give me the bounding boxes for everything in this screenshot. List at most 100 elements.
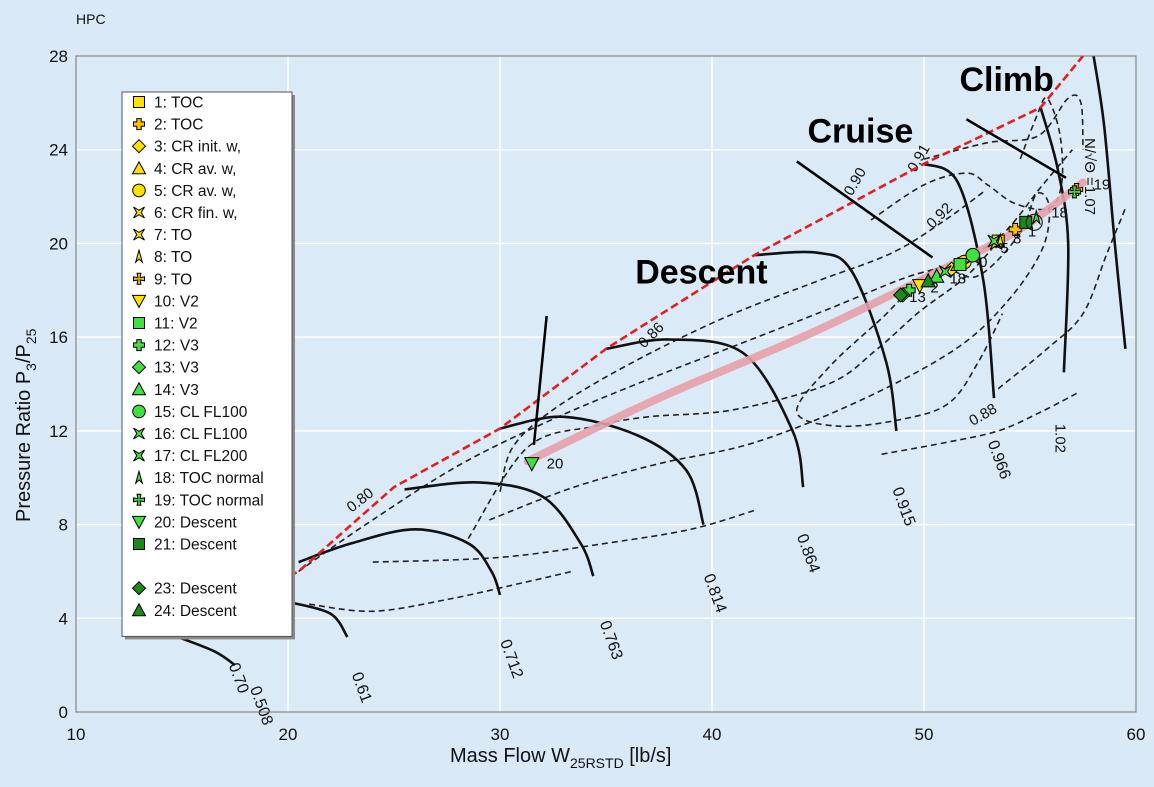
annotation-pointer-line bbox=[532, 315, 548, 446]
legend-item-label: 24: Descent bbox=[154, 603, 237, 620]
legend-marker bbox=[131, 515, 147, 530]
point-label: 2 bbox=[930, 280, 938, 297]
annotation-climb: Climb bbox=[959, 61, 1053, 99]
legend-item-label: 15: CL FL100 bbox=[154, 404, 248, 421]
operating-point-20 bbox=[523, 457, 540, 472]
y-tick-label: 4 bbox=[59, 609, 68, 628]
legend-marker bbox=[131, 160, 147, 175]
point-label: 13 bbox=[909, 289, 926, 306]
y-axis-label: Pressure Ratio P3/P25 bbox=[13, 328, 39, 522]
legend-item-label: 10: V2 bbox=[154, 293, 199, 310]
legend-marker bbox=[131, 294, 147, 309]
speed-line bbox=[287, 600, 349, 638]
legend-item-label: 7: TO bbox=[154, 227, 192, 244]
efficiency-label: 1.02 bbox=[1051, 424, 1068, 453]
plot-frame bbox=[75, 55, 1137, 713]
point-label: 19 bbox=[1094, 177, 1111, 194]
efficiency-contour bbox=[997, 207, 1127, 390]
open-circle-marker bbox=[1025, 213, 1043, 231]
legend-item-label: 4: CR av. w, bbox=[154, 161, 236, 178]
y-tick-label: 28 bbox=[49, 47, 68, 66]
legend-marker bbox=[134, 469, 144, 485]
legend-marker bbox=[133, 317, 145, 329]
operating-point-18 bbox=[1031, 208, 1041, 226]
x-tick-label: 10 bbox=[67, 725, 86, 744]
efficiency-contour bbox=[309, 570, 573, 613]
x-axis-label-main: Mass Flow W bbox=[450, 745, 570, 767]
legend-marker bbox=[133, 339, 145, 352]
legend-marker bbox=[132, 183, 146, 198]
legend-item-label: 1: TOC bbox=[154, 95, 203, 112]
legend-item-label: 23: Descent bbox=[154, 581, 237, 598]
point-label: 0 bbox=[979, 254, 987, 271]
speed-line bbox=[754, 250, 898, 432]
operating-point-23 bbox=[892, 287, 909, 303]
y-axis-label-mid: /P bbox=[13, 344, 35, 363]
efficiency-contour bbox=[372, 509, 755, 563]
x-tick-label: 30 bbox=[491, 725, 510, 744]
operating-point-2 bbox=[1008, 222, 1022, 236]
x-axis-label-sub: 25RSTD bbox=[570, 755, 624, 771]
legend-item-label: 19: TOC normal bbox=[154, 492, 264, 509]
legend-item-label: 13: V3 bbox=[154, 360, 199, 377]
point-label: 18 bbox=[949, 270, 966, 287]
annotation-cruise: Cruise bbox=[807, 113, 913, 151]
point-label: 5 bbox=[1000, 240, 1008, 257]
legend-marker bbox=[133, 118, 145, 131]
x-axis-label-unit: [lb/s] bbox=[624, 745, 672, 767]
legend-marker bbox=[131, 580, 147, 596]
legend-item-label: 14: V3 bbox=[154, 382, 199, 399]
annotation-pointer-line bbox=[796, 160, 934, 259]
efficiency-contour bbox=[923, 94, 1084, 160]
y-axis-label-sub2: 25 bbox=[23, 328, 39, 344]
legend-marker bbox=[133, 493, 145, 506]
annotation-descent: Descent bbox=[635, 253, 767, 291]
legend-item-label: 11: V2 bbox=[154, 316, 198, 333]
point-label: 1 bbox=[1028, 223, 1036, 240]
legend-item-label: 17: CL FL200 bbox=[154, 448, 248, 465]
legend-item-label: 21: Descent bbox=[154, 537, 237, 554]
y-tick-label: 0 bbox=[59, 703, 68, 722]
point-label: 20 bbox=[547, 455, 564, 472]
y-tick-label: 8 bbox=[59, 516, 68, 535]
y-axis-label-sub1: 3 bbox=[23, 363, 39, 371]
speed-line bbox=[499, 415, 705, 525]
operating-point-11 bbox=[953, 258, 967, 272]
x-tick-label: 60 bbox=[1127, 725, 1146, 744]
chart-title: HPC bbox=[76, 11, 106, 27]
legend-item-label: 9: TO bbox=[154, 271, 192, 288]
legend-marker bbox=[133, 96, 145, 108]
legend-box bbox=[121, 91, 293, 637]
legend-marker bbox=[134, 248, 144, 264]
speed-line bbox=[1039, 107, 1070, 373]
y-axis-label-main: Pressure Ratio P bbox=[13, 371, 35, 522]
efficiency-contour bbox=[881, 392, 1077, 456]
speed-line bbox=[605, 338, 805, 488]
speed-line bbox=[404, 480, 595, 577]
x-axis-label: Mass Flow W25RSTD [lb/s] bbox=[450, 745, 671, 771]
point-label: 8 bbox=[1013, 230, 1021, 247]
speed-line bbox=[298, 527, 502, 596]
efficiency-contour bbox=[499, 191, 984, 493]
efficiency-contour bbox=[467, 233, 1006, 540]
legend-marker bbox=[133, 228, 145, 241]
legend-marker bbox=[133, 272, 145, 285]
legend-item-label: 3: CR init. w, bbox=[154, 139, 241, 156]
legend-item-label: 5: CR av. w, bbox=[154, 183, 236, 200]
legend-marker bbox=[131, 602, 147, 617]
legend-item-label: 8: TO bbox=[154, 249, 192, 266]
y-tick-label: 20 bbox=[49, 234, 68, 253]
legend-item-label: 12: V3 bbox=[154, 338, 199, 355]
legend-marker bbox=[133, 427, 145, 440]
x-tick-label: 20 bbox=[279, 725, 298, 744]
legend-marker bbox=[131, 138, 147, 154]
legend-item-label: 18: TOC normal bbox=[154, 470, 264, 487]
y-tick-label: 16 bbox=[49, 328, 68, 347]
x-tick-label: 50 bbox=[915, 725, 934, 744]
surge-line bbox=[170, 55, 1085, 636]
operating-point-24 bbox=[920, 272, 937, 288]
y-tick-label: 12 bbox=[49, 422, 68, 441]
annotation-pointer-line bbox=[965, 118, 1067, 179]
